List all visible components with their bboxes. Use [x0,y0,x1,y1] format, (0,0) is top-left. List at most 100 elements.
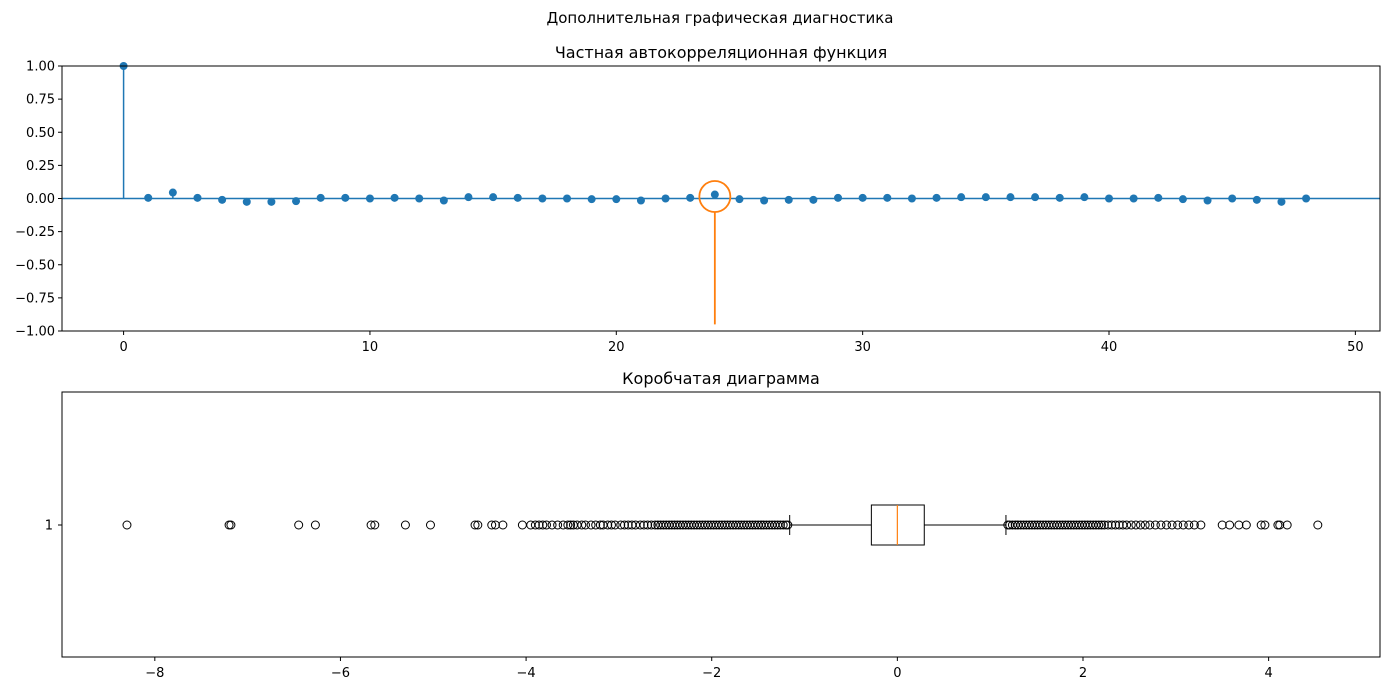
pacf-point [242,197,251,206]
box-outlier [534,520,544,530]
box-outlier [1103,520,1113,530]
pacf-xtick-label: 50 [1347,340,1364,355]
box-outlier [775,520,785,530]
box-outlier [1241,520,1251,530]
box-outlier [1162,520,1172,530]
box-outlier [577,520,587,530]
pacf-title: Частная автокорреляционная функция [555,43,887,62]
figure-suptitle: Дополнительная графическая диагностика [547,9,894,27]
box-outlier [778,520,788,530]
pacf-point [218,195,227,204]
pacf-point [1203,196,1212,205]
box-outlier [619,520,629,530]
box-outlier [616,520,626,530]
box-outlier [542,520,552,530]
pacf-point [686,193,695,202]
box-outlier [1122,520,1132,530]
pacf-point [538,194,547,203]
box-outlier [1225,520,1235,530]
box-outlier [473,520,483,530]
box-outlier [1313,520,1323,530]
box-xtick-label: 4 [1264,666,1272,681]
pacf-ytick-label: 0.50 [26,126,55,141]
box-outlier [226,520,236,530]
pacf-xtick-label: 20 [608,340,625,355]
pacf-point [390,193,399,202]
box-outlier [558,520,568,530]
pacf-point [883,193,892,202]
pacf-point [489,193,498,202]
box-outlier [370,520,380,530]
box-outlier [1273,520,1283,530]
box-outlier [1167,520,1177,530]
pacf-point [415,194,424,203]
pacf-point [1031,193,1040,202]
box-outlier [603,520,613,530]
box-outlier [1234,520,1244,530]
box-outlier [470,520,480,530]
pacf-point [858,193,867,202]
pacf-point [957,193,966,202]
pacf-panel: Частная автокорреляционная функция −1.00… [15,43,1381,355]
box-outlier [1107,520,1117,530]
pacf-point [341,193,350,202]
box-outlier [1217,520,1227,530]
pacf-point [292,197,301,206]
pacf-point [193,193,202,202]
box-outlier [610,520,620,530]
box-outlier [1126,520,1136,530]
boxplot-panel: Коробчатая диаграмма −8 −6 −4 −2 0 2 4 1 [45,369,1381,681]
box-outlier [1178,520,1188,530]
box-outlier [538,520,548,530]
box-outlier [623,520,633,530]
pacf-point [1252,195,1261,204]
pacf-point [1302,194,1311,203]
box-outlier [1184,520,1194,530]
box-xtick-label: 0 [893,666,901,681]
pacf-point [587,195,596,204]
box-outlier [1150,520,1160,530]
box-outlier [122,520,132,530]
boxplot-title: Коробчатая диаграмма [622,369,820,388]
pacf-point [981,193,990,202]
box-ytick-label: 1 [45,519,53,534]
box-outlier [224,520,234,530]
pacf-xtick-label: 40 [1101,340,1118,355]
pacf-point [464,193,473,202]
pacf-point [1154,193,1163,202]
pacf-point [168,188,177,197]
box-outlier [1114,520,1124,530]
pacf-ytick-label: −0.25 [15,225,55,240]
box-outlier [646,520,656,530]
box-outlier [586,520,596,530]
box-outlier [606,520,616,530]
box-outlier [1145,520,1155,530]
pacf-point [267,197,276,206]
pacf-point [365,194,374,203]
pacf-point [760,196,769,205]
pacf-point [316,193,325,202]
box-xtick-label: −8 [145,666,164,681]
box-outlier [1260,520,1270,530]
box-outlier [566,520,576,530]
pacf-point [1006,193,1015,202]
box-outlier [294,520,304,530]
box-outlier [553,520,563,530]
box-outlier [517,520,527,530]
pacf-point [612,195,621,204]
pacf-xtick-label: 0 [119,340,127,355]
box-xtick-label: 2 [1079,666,1087,681]
box-outlier [530,520,540,530]
box-outlier [643,520,653,530]
box-outlier [580,520,590,530]
box-outlier [526,520,536,530]
box-outlier [1094,520,1104,530]
box-outlier [1110,520,1120,530]
box-outlier [498,520,508,530]
pacf-point [513,193,522,202]
pacf-point [563,194,572,203]
pacf-point [1129,194,1138,203]
pacf-point [144,193,153,202]
pacf-point [710,190,719,199]
pacf-ytick-label: 1.00 [26,60,55,75]
